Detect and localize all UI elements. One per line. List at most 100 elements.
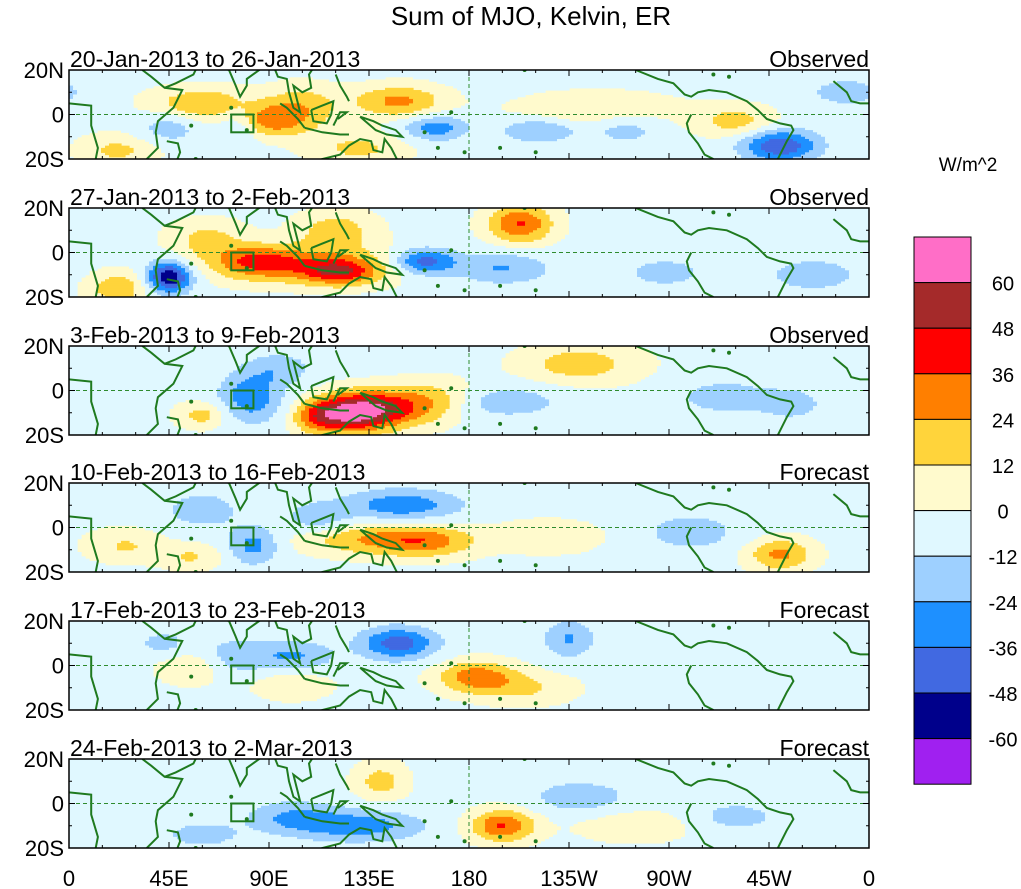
contour-cell: [69, 254, 182, 258]
contour-cell: [373, 787, 390, 791]
contour-cell: [369, 641, 382, 644]
contour-cell: [505, 801, 546, 805]
contour-cell: [421, 496, 458, 500]
anomaly-field: [69, 70, 869, 159]
contour-cell: [537, 276, 642, 280]
contour-cell: [381, 123, 410, 127]
contour-cell: [865, 98, 869, 102]
contour-cell: [293, 414, 302, 418]
contour-cell: [217, 388, 234, 392]
contour-cell: [385, 819, 422, 822]
contour-cell: [593, 523, 662, 526]
contour-cell: [549, 647, 590, 651]
colorbar-label: 60: [992, 274, 1014, 296]
contour-cell: [305, 654, 334, 658]
contour-cell: [233, 390, 270, 394]
contour-cell: [545, 632, 594, 635]
contour-cell: [185, 127, 246, 131]
contour-cell: [541, 221, 554, 225]
contour-cell: [813, 141, 826, 145]
contour-cell: [393, 839, 466, 842]
contour-cell: [321, 696, 442, 700]
contour-cell: [553, 821, 578, 825]
contour-cell: [69, 357, 258, 360]
contour-cell: [529, 212, 546, 216]
contour-cell: [69, 551, 82, 555]
contour-cell: [585, 687, 869, 691]
contour-cell: [753, 141, 766, 145]
contour-cell: [609, 134, 642, 138]
contour-cell: [509, 212, 530, 216]
contour-cell: [361, 390, 386, 394]
contour-cell: [69, 130, 98, 133]
contour-cell: [465, 560, 738, 564]
contour-cell: [449, 123, 470, 127]
contour-cell: [149, 270, 158, 274]
contour-cell: [69, 390, 218, 394]
contour-cell: [401, 661, 442, 664]
contour-cell: [649, 348, 869, 352]
contour-cell: [69, 794, 358, 798]
contour-cell: [365, 779, 394, 782]
contour-cell: [329, 536, 362, 540]
contour-cell: [253, 410, 278, 414]
contour-cell: [277, 543, 294, 546]
contour-cell: [353, 638, 370, 642]
contour-cell: [389, 259, 398, 263]
contour-cell: [385, 421, 402, 425]
contour-cell: [257, 127, 274, 131]
contour-cell: [541, 665, 869, 669]
contour-cell: [177, 836, 234, 840]
contour-cell: [409, 116, 434, 120]
contour-cell: [233, 529, 270, 533]
contour-cell: [817, 156, 869, 159]
contour-cell: [545, 263, 646, 267]
contour-cell: [69, 825, 186, 829]
contour-cell: [717, 123, 746, 127]
contour-cell: [177, 263, 186, 267]
contour-cell: [393, 268, 406, 271]
contour-cell: [221, 386, 238, 389]
contour-cell: [185, 263, 194, 267]
contour-cell: [69, 279, 82, 283]
contour-cell: [233, 392, 270, 396]
y-tick-label: 0: [52, 792, 64, 817]
contour-cell: [473, 825, 486, 829]
contour-cell: [373, 274, 386, 278]
contour-cell: [241, 560, 266, 564]
contour-cell: [565, 236, 869, 240]
contour-cell: [221, 556, 238, 560]
contour-cell: [569, 212, 869, 216]
contour-cell: [421, 819, 458, 822]
contour-cell: [229, 547, 246, 551]
contour-cell: [377, 428, 402, 432]
contour-cell: [369, 785, 394, 789]
contour-cell: [269, 390, 286, 394]
contour-cell: [301, 372, 398, 376]
contour-cell: [161, 147, 286, 151]
contour-cell: [617, 790, 869, 793]
contour-cell: [329, 78, 366, 82]
contour-cell: [445, 638, 546, 642]
contour-cell: [145, 285, 150, 289]
contour-cell: [69, 245, 162, 249]
contour-cell: [177, 645, 218, 649]
contour-cell: [333, 285, 342, 289]
contour-cell: [813, 408, 869, 412]
contour-cell: [217, 390, 234, 394]
coastline: [69, 378, 99, 435]
contour-cell: [257, 116, 306, 120]
contour-cell: [285, 388, 310, 392]
contour-cell: [441, 110, 506, 113]
contour-cell: [733, 134, 754, 138]
contour-cell: [189, 265, 198, 269]
contour-cell: [693, 272, 778, 276]
contour-cell: [69, 496, 190, 500]
contour-cell: [381, 652, 418, 655]
contour-cell: [313, 665, 430, 669]
coastlines: [69, 483, 869, 572]
contour-cell: [437, 505, 466, 509]
contour-cell: [213, 567, 742, 571]
contour-cell: [397, 261, 406, 265]
contour-cell: [549, 399, 690, 403]
